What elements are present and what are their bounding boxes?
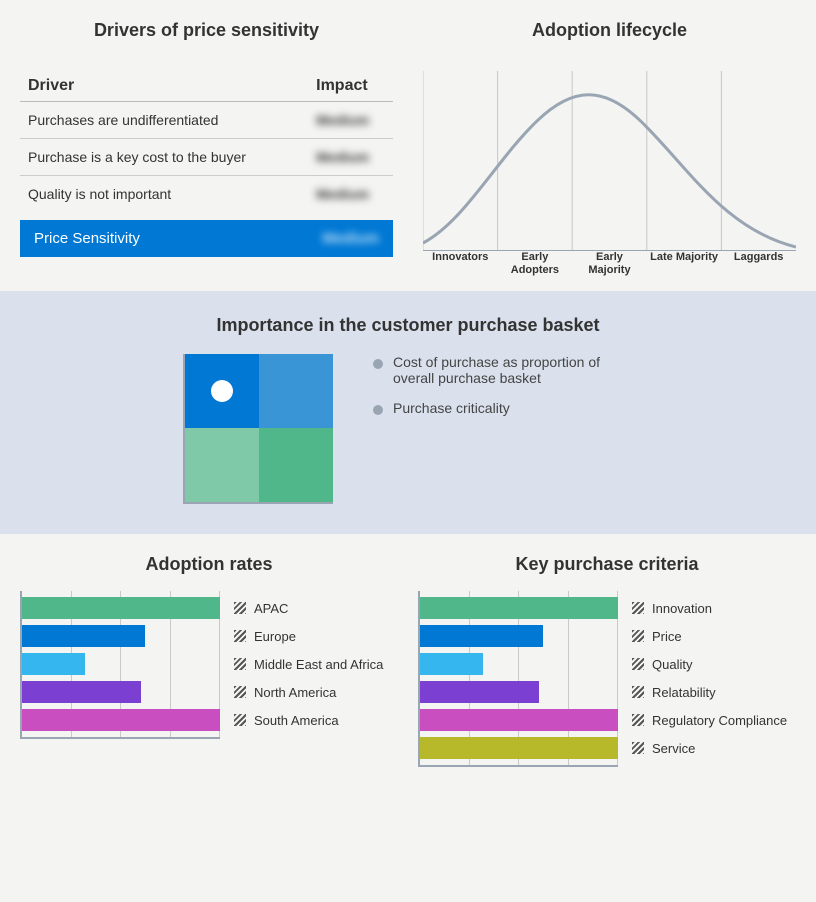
bar <box>420 737 618 759</box>
lifecycle-labels: InnovatorsEarly AdoptersEarly MajorityLa… <box>423 251 796 277</box>
lifecycle-title: Adoption lifecycle <box>423 20 796 41</box>
legend-label: Service <box>652 741 695 756</box>
legend-swatch-icon <box>632 686 644 698</box>
legend-label: South America <box>254 713 339 728</box>
lifecycle-panel: Adoption lifecycle InnovatorsEarly Adopt… <box>423 20 796 281</box>
quadrant-chart <box>183 354 333 504</box>
quadrant-cell-tl <box>185 354 259 428</box>
legend-swatch-icon <box>632 602 644 614</box>
quadrant-cell-tr <box>259 354 333 428</box>
legend-item: South America <box>234 709 398 731</box>
top-row: Drivers of price sensitivity Driver Impa… <box>0 0 816 291</box>
legend-swatch-icon <box>234 630 246 642</box>
drivers-panel: Drivers of price sensitivity Driver Impa… <box>20 20 393 281</box>
legend-item: Middle East and Africa <box>234 653 398 675</box>
basket-panel: Importance in the customer purchase bask… <box>0 291 816 534</box>
driver-impact: Medium <box>308 176 393 213</box>
lifecycle-label: Late Majority <box>647 251 722 277</box>
lifecycle-label: Early Majority <box>572 251 647 277</box>
legend-swatch-icon <box>632 714 644 726</box>
bar <box>22 653 85 675</box>
lifecycle-curve <box>423 71 796 251</box>
adoption-panel: Adoption rates APAC Europe Middle East and… <box>20 554 398 767</box>
lifecycle-label: Innovators <box>423 251 498 277</box>
legend-item: Europe <box>234 625 398 647</box>
bar <box>22 597 220 619</box>
legend-swatch-icon <box>234 686 246 698</box>
col-driver: Driver <box>20 71 308 102</box>
adoption-title: Adoption rates <box>20 554 398 575</box>
table-row: Purchases are undifferentiatedMedium <box>20 102 393 139</box>
drivers-table: Driver Impact Purchases are undifferenti… <box>20 71 393 212</box>
legend-label: Innovation <box>652 601 712 616</box>
criteria-panel: Key purchase criteria Innovation Price Qua… <box>418 554 796 767</box>
legend-label: Price <box>652 629 682 644</box>
driver-label: Quality is not important <box>20 176 308 213</box>
legend-label: Quality <box>652 657 692 672</box>
legend-item: Regulatory Compliance <box>632 709 796 731</box>
basket-content: Cost of purchase as proportion of overal… <box>20 354 796 504</box>
legend-item: North America <box>234 681 398 703</box>
bar <box>420 625 543 647</box>
legend-label: Regulatory Compliance <box>652 713 787 728</box>
bar <box>22 625 145 647</box>
driver-impact: Medium <box>308 102 393 139</box>
bar <box>22 681 141 703</box>
legend-swatch-icon <box>632 742 644 754</box>
adoption-legend: APAC Europe Middle East and Africa North Am… <box>234 591 398 737</box>
drivers-summary: Price Sensitivity Medium <box>20 220 393 257</box>
legend-swatch-icon <box>234 602 246 614</box>
legend-item: Purchase criticality <box>373 400 633 416</box>
table-row: Purchase is a key cost to the buyerMediu… <box>20 139 393 176</box>
legend-item: APAC <box>234 597 398 619</box>
legend-item: Cost of purchase as proportion of overal… <box>373 354 633 386</box>
legend-swatch <box>373 359 383 369</box>
quadrant-marker <box>211 380 233 402</box>
legend-label: Middle East and Africa <box>254 657 383 672</box>
bottom-row: Adoption rates APAC Europe Middle East and… <box>0 534 816 787</box>
legend-item: Relatability <box>632 681 796 703</box>
quadrant-cell-bl <box>185 428 259 502</box>
driver-label: Purchases are undifferentiated <box>20 102 308 139</box>
legend-swatch-icon <box>632 630 644 642</box>
adoption-bars <box>20 591 220 739</box>
lifecycle-label: Early Adopters <box>498 251 573 277</box>
lifecycle-label: Laggards <box>721 251 796 277</box>
legend-item: Price <box>632 625 796 647</box>
basket-legend: Cost of purchase as proportion of overal… <box>373 354 633 430</box>
bar <box>420 681 539 703</box>
criteria-title: Key purchase criteria <box>418 554 796 575</box>
legend-item: Service <box>632 737 796 759</box>
bar <box>420 709 618 731</box>
legend-item: Innovation <box>632 597 796 619</box>
legend-label: APAC <box>254 601 288 616</box>
driver-label: Purchase is a key cost to the buyer <box>20 139 308 176</box>
col-impact: Impact <box>308 71 393 102</box>
legend-label: North America <box>254 685 336 700</box>
criteria-legend: Innovation Price Quality Relatability Regula… <box>632 591 796 765</box>
quadrant-cell-br <box>259 428 333 502</box>
table-row: Quality is not importantMedium <box>20 176 393 213</box>
bar <box>22 709 220 731</box>
bar <box>420 597 618 619</box>
legend-swatch-icon <box>632 658 644 670</box>
drivers-title: Drivers of price sensitivity <box>20 20 393 41</box>
legend-label: Relatability <box>652 685 716 700</box>
summary-value: Medium <box>322 230 379 247</box>
lifecycle-chart: InnovatorsEarly AdoptersEarly MajorityLa… <box>423 71 796 281</box>
legend-item: Quality <box>632 653 796 675</box>
legend-swatch-icon <box>234 714 246 726</box>
criteria-bars <box>418 591 618 767</box>
legend-label: Cost of purchase as proportion of overal… <box>393 354 633 386</box>
legend-swatch <box>373 405 383 415</box>
bar <box>420 653 483 675</box>
driver-impact: Medium <box>308 139 393 176</box>
legend-label: Europe <box>254 629 296 644</box>
legend-swatch-icon <box>234 658 246 670</box>
basket-title: Importance in the customer purchase bask… <box>20 315 796 336</box>
legend-label: Purchase criticality <box>393 400 510 416</box>
summary-label: Price Sensitivity <box>34 230 140 247</box>
